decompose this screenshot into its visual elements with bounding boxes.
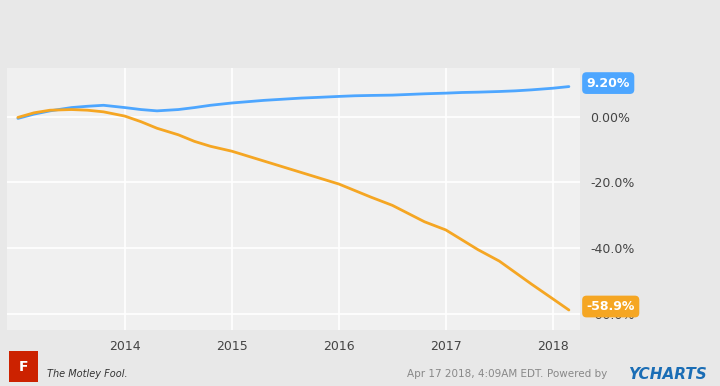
Text: -58.9%: -58.9% [587, 300, 635, 313]
Text: 9.20%: 9.20% [587, 76, 630, 90]
Text: Apr 17 2018, 4:09AM EDT.: Apr 17 2018, 4:09AM EDT. [407, 369, 543, 379]
Text: The Motley Fool.: The Motley Fool. [47, 369, 127, 379]
Text: F: F [19, 360, 28, 374]
Text: YCHARTS: YCHARTS [628, 367, 706, 382]
Text: Powered by: Powered by [547, 369, 608, 379]
